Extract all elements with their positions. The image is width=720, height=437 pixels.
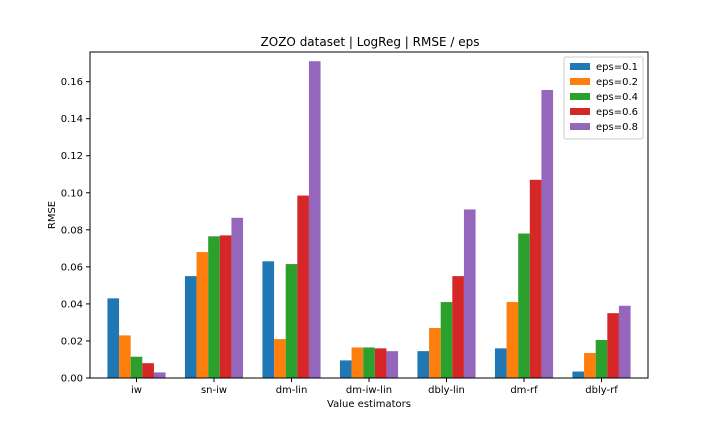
bar-dbly-lin-series-5 [463, 209, 476, 378]
bar-dm-lin-series-4 [297, 195, 309, 378]
legend-box [563, 56, 644, 140]
y-axis-label: RMSE [47, 201, 58, 229]
legend-swatch-5 [570, 123, 590, 130]
y-tick-label: 0.08 [61, 225, 83, 236]
bar-sn-iw-series-2 [196, 252, 209, 378]
bar-dbly-lin-series-1 [417, 351, 430, 378]
x-tick-label: iw [131, 385, 142, 396]
legend-swatch-4 [570, 108, 590, 115]
legend-label-1: eps=0.1 [596, 62, 638, 73]
y-tick-label: 0.04 [61, 299, 83, 310]
legend-label-4: eps=0.6 [596, 107, 638, 118]
legend-swatch-3 [570, 93, 590, 100]
legend-label-3: eps=0.4 [596, 92, 638, 103]
bar-iw-series-4 [142, 363, 154, 378]
y-tick-label: 0.10 [61, 188, 83, 199]
bar-dm-lin-series-3 [285, 264, 298, 378]
bar-dm-rf-series-1 [494, 348, 507, 378]
bar-dm-lin-series-5 [308, 61, 321, 378]
bar-dm-iw-lin-series-1 [339, 360, 352, 378]
bar-dm-lin-series-1 [262, 261, 275, 378]
bar-dm-rf-series-3 [518, 233, 530, 378]
y-tick-label: 0.14 [61, 114, 83, 125]
bar-dm-iw-lin-series-5 [386, 351, 399, 378]
bar-sn-iw-series-3 [208, 236, 220, 378]
bar-dbly-lin-series-4 [452, 276, 464, 379]
bar-iw-series-2 [119, 335, 131, 378]
bar-sn-iw-series-1 [184, 276, 197, 379]
bar-sn-iw-series-5 [231, 217, 244, 378]
y-axis: 0.00 0.02 0.04 0.06 0.08 0.10 0.12 0.14 0.16 [61, 77, 90, 385]
bar-dm-iw-lin-series-2 [351, 347, 364, 378]
bar-dbly-rf-series-5 [618, 305, 631, 378]
bar-dbly-rf-series-1 [572, 371, 585, 378]
legend-label-5: eps=0.8 [596, 122, 638, 133]
y-tick-label: 0.02 [61, 336, 83, 347]
legend: eps=0.1 eps=0.2 eps=0.4 eps=0.6 eps=0.8 [563, 56, 644, 140]
bar-dbly-rf-series-4 [607, 313, 619, 378]
y-tick-label: 0.00 [61, 374, 83, 385]
legend-label-2: eps=0.2 [596, 77, 638, 88]
bar-dm-iw-lin-series-4 [374, 348, 387, 378]
x-tick-label: dm-rf [510, 385, 538, 396]
bar-dm-rf-series-5 [541, 89, 554, 378]
bar-iw-series-5 [153, 372, 166, 378]
x-axis-label: Value estimators [327, 399, 411, 410]
bar-dbly-rf-series-2 [584, 352, 596, 378]
bar-dbly-lin-series-3 [440, 302, 453, 378]
x-tick-label: dm-iw-lin [346, 385, 392, 396]
y-tick-label: 0.12 [61, 151, 83, 162]
bar-dm-lin-series-2 [274, 339, 286, 378]
legend-swatch-2 [570, 78, 590, 85]
bars-layer [107, 61, 631, 379]
y-tick-label: 0.16 [61, 77, 83, 88]
bar-dbly-rf-series-3 [595, 340, 608, 378]
bar-iw-series-3 [130, 356, 143, 378]
bar-iw-series-1 [107, 298, 120, 378]
bar-dm-iw-lin-series-3 [363, 347, 375, 378]
y-tick-label: 0.06 [61, 262, 83, 273]
legend-swatch-1 [570, 63, 590, 70]
bar-dm-rf-series-2 [506, 302, 519, 378]
bar-dbly-lin-series-2 [429, 327, 441, 378]
bar-sn-iw-series-4 [219, 235, 232, 379]
bar-dm-rf-series-4 [529, 179, 542, 378]
x-tick-label: dm-lin [276, 385, 308, 396]
x-axis: iw sn-iw dm-lin dm-iw-lin dbly-lin dm-rf dbly-… [131, 378, 618, 396]
chart-title: ZOZO dataset | LogReg | RMSE / eps [261, 35, 480, 49]
x-tick-label: dbly-rf [585, 385, 618, 396]
x-tick-label: dbly-lin [428, 385, 465, 396]
x-tick-label: sn-iw [201, 385, 227, 396]
